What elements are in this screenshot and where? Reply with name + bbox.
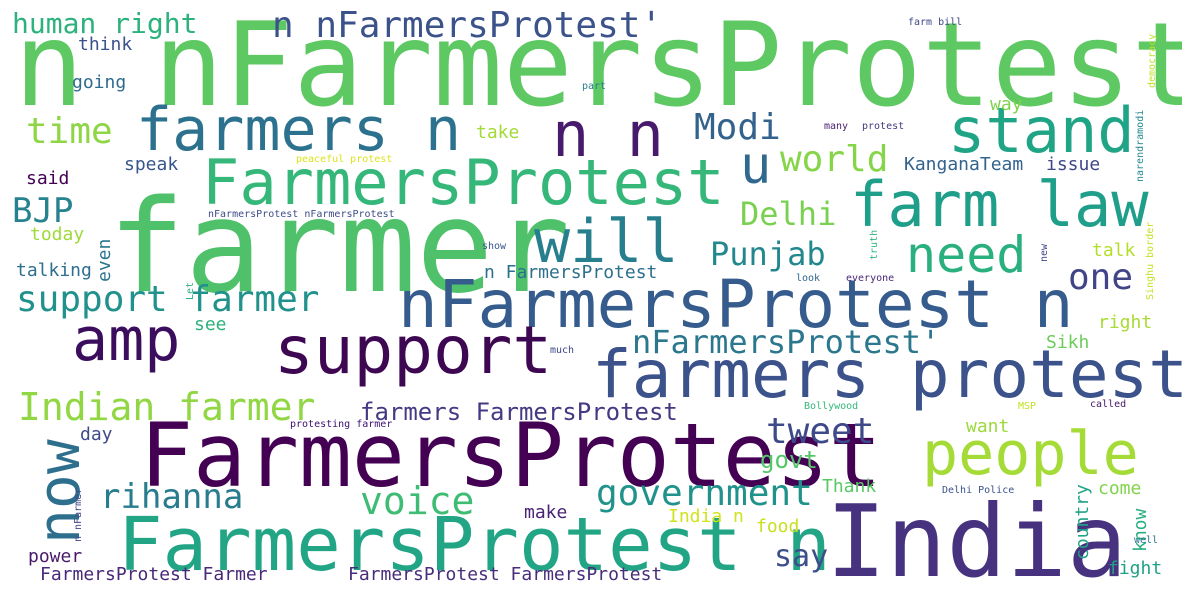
word: n nFarmer xyxy=(73,487,84,542)
word: many xyxy=(824,121,849,132)
word: going xyxy=(72,72,127,93)
word: nFarmersProtest nFarmersProtest xyxy=(208,209,395,220)
word: nFarmersProtest' xyxy=(632,323,941,361)
word: say xyxy=(774,539,829,574)
word: right xyxy=(1098,312,1153,333)
word: India xyxy=(826,483,1128,600)
word: take xyxy=(476,122,520,143)
word: farm bill xyxy=(908,17,963,28)
word: people xyxy=(922,419,1139,489)
word: truth xyxy=(869,229,880,260)
word: issue xyxy=(1046,154,1101,175)
word: want xyxy=(966,416,1010,437)
word: food xyxy=(756,516,800,537)
word: n nFarmersProtest' xyxy=(272,5,663,46)
word: day xyxy=(80,424,113,445)
word: see xyxy=(194,314,227,335)
word: Singhu border xyxy=(1145,221,1156,300)
word: make xyxy=(524,502,568,523)
word: democracy xyxy=(1147,33,1158,88)
word: time xyxy=(26,111,113,152)
word: farmer xyxy=(108,173,571,322)
word: everyone xyxy=(846,273,895,284)
word: KanganaTeam xyxy=(904,154,1024,175)
word: BJP xyxy=(12,191,74,231)
word: need xyxy=(906,226,1027,284)
word: show xyxy=(482,241,507,252)
word: FarmersProtest xyxy=(202,146,725,219)
word: FarmersProtest Farmer xyxy=(40,564,268,585)
word: one xyxy=(1068,257,1134,298)
word: u xyxy=(740,136,772,196)
word: well xyxy=(1134,535,1159,546)
word: power xyxy=(28,546,83,567)
word: said xyxy=(26,168,70,189)
word: come xyxy=(1098,478,1142,499)
word: Let xyxy=(185,281,196,300)
word: FarmersProtest xyxy=(140,404,882,507)
word: way xyxy=(990,94,1023,115)
word: country xyxy=(1072,484,1093,560)
word: narendramodi xyxy=(1135,109,1146,182)
word: think xyxy=(78,34,133,55)
word: will xyxy=(534,207,679,277)
word: voice xyxy=(360,479,475,523)
word: stand xyxy=(948,94,1135,167)
word: n n xyxy=(552,98,664,171)
word: support farmer xyxy=(16,279,320,320)
word: fight xyxy=(1108,558,1163,579)
word: new xyxy=(1039,243,1050,262)
word: Thank xyxy=(822,476,877,497)
word: n nFarmersProtest xyxy=(14,0,1182,133)
word: part xyxy=(582,81,607,92)
word: Delhi xyxy=(740,195,837,233)
word: peaceful protest xyxy=(296,154,393,165)
word: govt xyxy=(760,446,818,474)
word: FarmersProtest n xyxy=(118,502,831,588)
word: called xyxy=(1090,399,1127,410)
word: India n xyxy=(668,506,744,527)
word: FarmersProtest FarmersProtest xyxy=(348,564,663,585)
word: Punjab xyxy=(710,235,826,273)
word: nFarmersProtest n xyxy=(398,266,1074,343)
word: Delhi Police xyxy=(942,485,1015,496)
word: look xyxy=(796,273,821,284)
word: farmers protest xyxy=(592,336,1182,413)
word: protesting farmer xyxy=(290,419,393,430)
word: even xyxy=(94,238,115,282)
word: Indian farmer xyxy=(18,385,316,429)
word: farmers n xyxy=(136,95,462,165)
word: protest xyxy=(862,121,905,132)
word: much xyxy=(550,345,575,356)
word: government xyxy=(596,473,813,514)
word: speak xyxy=(124,154,179,175)
word: talk xyxy=(1092,240,1136,261)
word: amp xyxy=(72,305,181,375)
word: talking xyxy=(16,260,92,281)
word: MSP xyxy=(1018,401,1037,412)
word: human right xyxy=(12,7,198,40)
word: Modi xyxy=(694,107,781,148)
word: farm law xyxy=(850,168,1149,241)
word: Sikh xyxy=(1046,332,1090,353)
word: support xyxy=(274,312,553,389)
word: today xyxy=(30,224,85,245)
word: farmers FarmersProtest xyxy=(360,398,678,426)
word: world xyxy=(780,139,889,180)
word: Bollywood xyxy=(804,401,859,412)
word: tweet xyxy=(766,411,875,452)
word: rihanna xyxy=(100,477,244,517)
word: n FarmersProtest xyxy=(484,262,658,283)
